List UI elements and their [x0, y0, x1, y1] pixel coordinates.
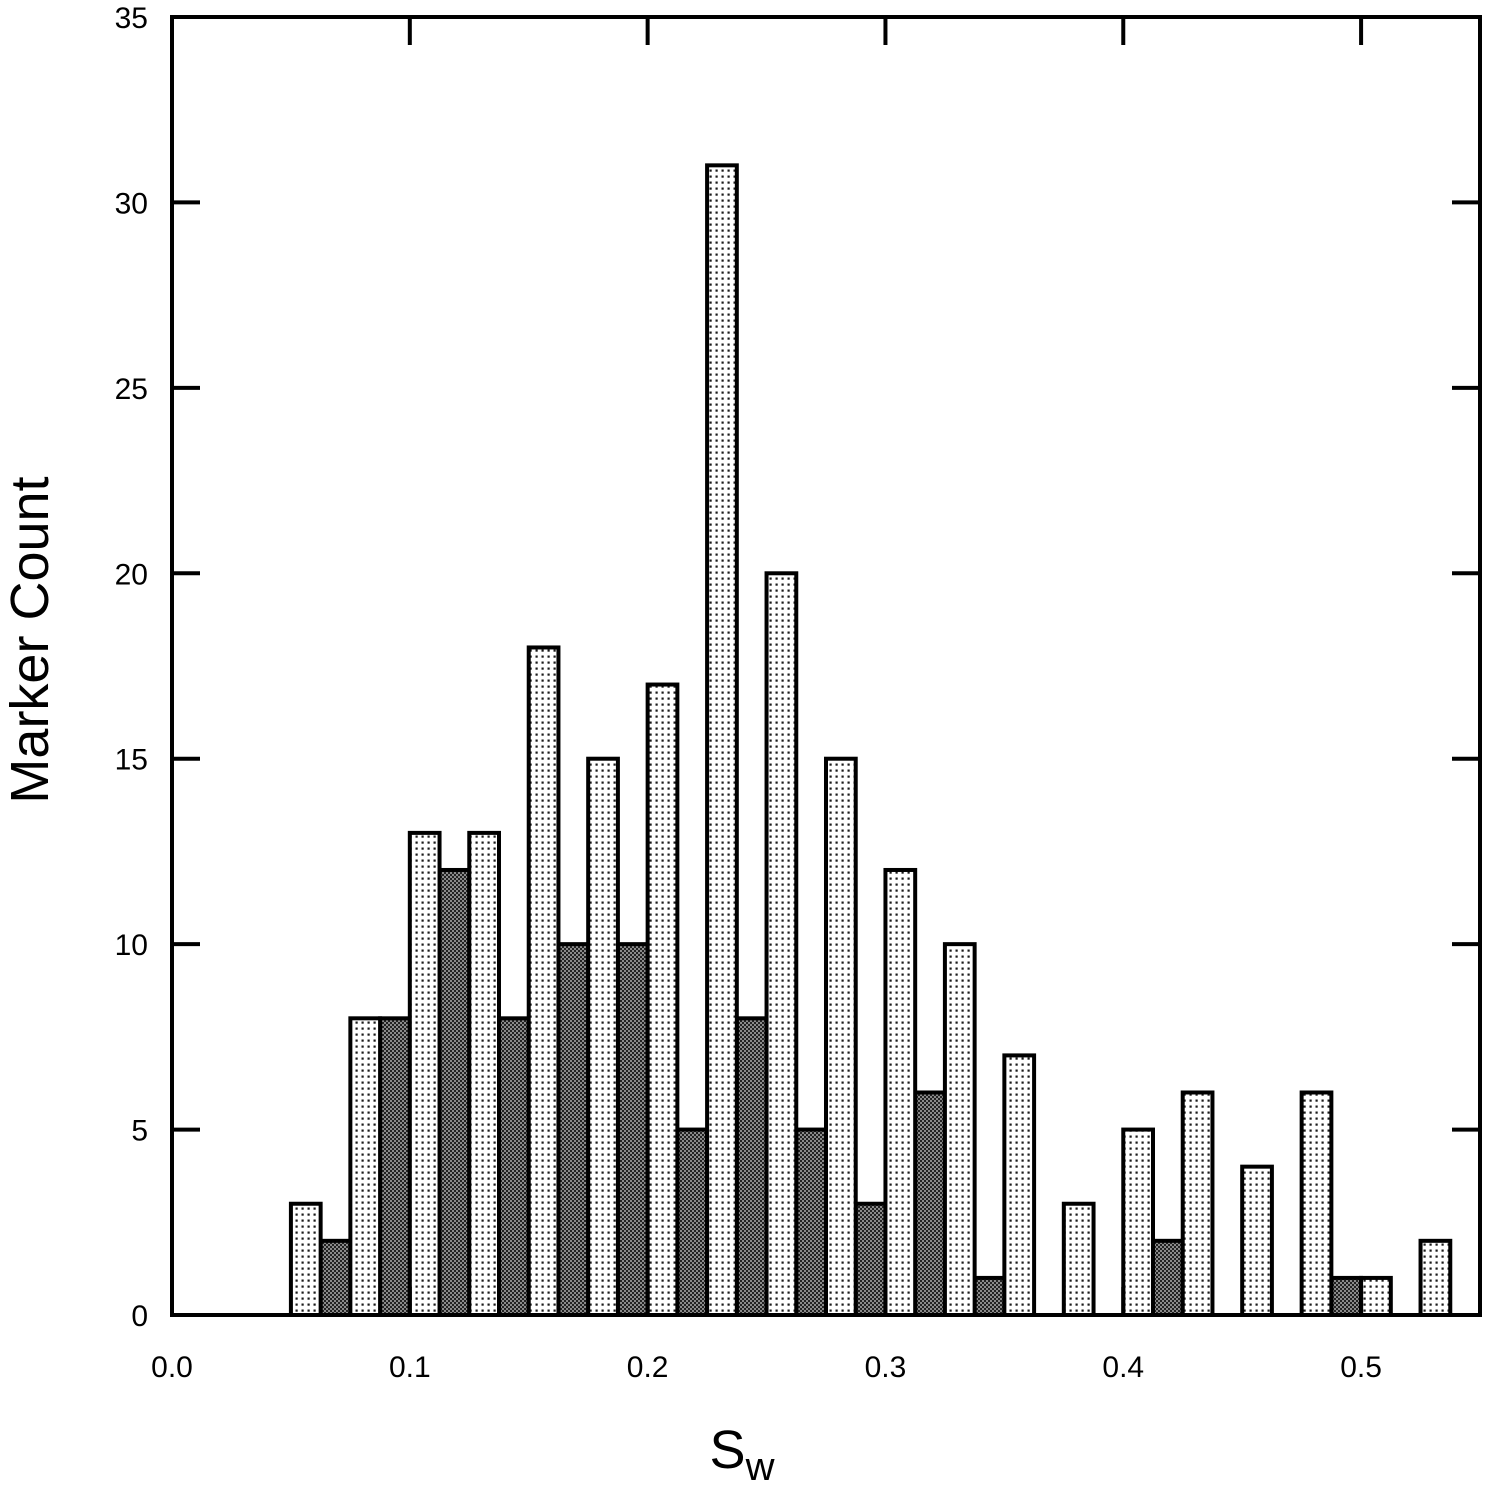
x-axis-title-subscript: w [745, 1445, 775, 1489]
y-axis-ticks: 0 5 10 15 20 25 30 35 [115, 2, 1480, 1333]
x-axis-title: Sw [710, 1420, 775, 1489]
y-axis-title: Marker Count [0, 476, 60, 803]
bar-dark-crosshatch-2 [437, 867, 472, 1317]
bar-dark-crosshatch-10 [913, 1090, 947, 1317]
bar-light-dotted-11 [942, 942, 977, 1318]
bar-light-dotted-18 [1359, 1275, 1393, 1318]
bar-dark-crosshatch-11 [972, 1275, 1007, 1318]
x-tick-label: 0.0 [151, 1351, 193, 1384]
bar-light-dotted-8 [764, 571, 799, 1317]
bar-dark-crosshatch-8 [794, 1127, 828, 1317]
light-series-bars [288, 163, 1453, 1318]
bar-dark-crosshatch-4 [556, 942, 591, 1318]
y-tick-label: 10 [115, 929, 148, 962]
bar-light-dotted-5 [586, 756, 620, 1317]
bar-light-dotted-0 [288, 1201, 323, 1317]
bar-light-dotted-10 [883, 867, 918, 1317]
bar-light-dotted-7 [705, 163, 739, 1317]
bar-dark-crosshatch-0 [318, 1238, 353, 1318]
plot-frame [170, 15, 1482, 1317]
x-axis-ticks: 0.0 0.1 0.2 0.3 0.4 0.5 [151, 17, 1382, 1384]
bar-light-dotted-14 [1121, 1127, 1155, 1317]
y-tick-label: 5 [131, 1115, 148, 1148]
bar-light-dotted-9 [824, 756, 858, 1317]
x-tick-label: 0.2 [627, 1351, 669, 1384]
bar-light-dotted-12 [1002, 1053, 1037, 1318]
x-tick-label: 0.1 [389, 1351, 431, 1384]
y-tick-label: 15 [115, 744, 148, 777]
x-tick-label: 0.5 [1340, 1351, 1382, 1384]
bar-light-dotted-16 [1240, 1164, 1274, 1317]
y-tick-label: 0 [131, 1300, 148, 1333]
bar-light-dotted-17 [1299, 1090, 1334, 1317]
bar-light-dotted-3 [467, 830, 502, 1318]
x-axis-title-main: S [710, 1420, 746, 1480]
y-tick-label: 25 [115, 373, 148, 406]
x-tick-label: 0.4 [1102, 1351, 1144, 1384]
bar-light-dotted-13 [1061, 1201, 1096, 1317]
bar-dark-crosshatch-3 [497, 1016, 531, 1317]
bar-light-dotted-6 [645, 682, 680, 1317]
bar-dark-crosshatch-14 [1151, 1238, 1185, 1318]
y-tick-label: 30 [115, 187, 148, 220]
x-tick-label: 0.3 [865, 1351, 907, 1384]
bar-dark-crosshatch-9 [853, 1201, 888, 1317]
bar-light-dotted-4 [526, 645, 561, 1317]
bar-light-dotted-19 [1418, 1238, 1453, 1318]
dark-series-bars [318, 867, 1364, 1318]
bar-dark-crosshatch-1 [378, 1016, 412, 1317]
y-tick-label: 20 [115, 558, 148, 591]
bar-light-dotted-2 [407, 830, 442, 1318]
bar-dark-crosshatch-6 [675, 1127, 710, 1317]
bar-dark-crosshatch-5 [615, 942, 650, 1318]
bar-dark-crosshatch-17 [1329, 1275, 1364, 1318]
bar-light-dotted-15 [1180, 1090, 1215, 1317]
y-tick-label: 35 [115, 2, 148, 35]
bar-light-dotted-1 [348, 1016, 383, 1317]
bar-dark-crosshatch-7 [734, 1016, 769, 1317]
